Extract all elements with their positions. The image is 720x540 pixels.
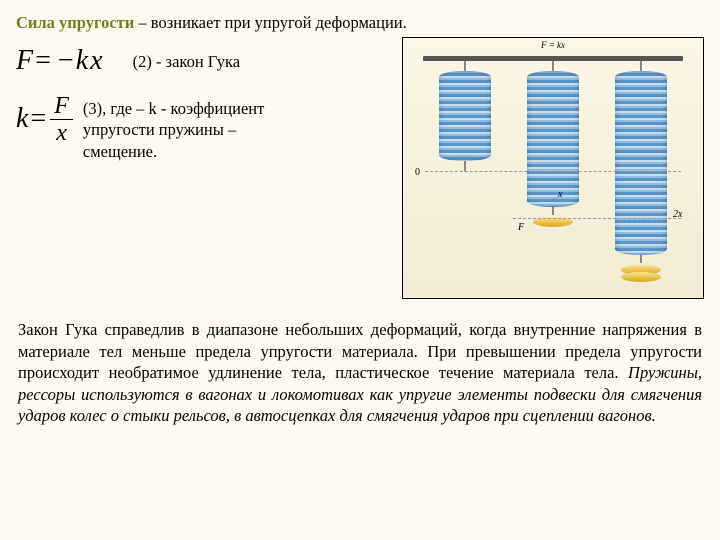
eq1-x: x: [90, 43, 102, 79]
title-rest: – возникает при упругой деформации.: [134, 13, 406, 32]
eq2-lhs: k: [16, 101, 28, 137]
equation-1: F = − kx: [16, 43, 103, 79]
diagram-dash-x: [513, 218, 681, 219]
spring-2-coils: [527, 71, 579, 207]
diagram-F: F: [518, 221, 524, 234]
eq2-den: x: [50, 119, 73, 145]
equation-2-row: k = F x (3), где – k - коэффициент упруг…: [16, 94, 394, 162]
spring-2: [527, 61, 579, 227]
spring-1-rod: [464, 61, 466, 71]
equation-2: k = F x: [16, 94, 75, 145]
spring-3-weight2: [621, 272, 661, 282]
equation-1-label: (2) - закон Гука: [133, 51, 240, 72]
spring-3-coils: [615, 71, 667, 255]
eq2-desc-l1: (3), где – k - коэффициент: [83, 98, 264, 119]
diagram-2x: 2x: [673, 208, 682, 221]
equation-2-desc: (3), где – k - коэффициент упругости пру…: [83, 94, 264, 162]
spring-3-rod2: [640, 255, 642, 263]
eq1-lhs: F: [16, 43, 33, 79]
eq2-desc-l3: смещение.: [83, 141, 264, 162]
diagram-bar-label: F = kx: [541, 40, 565, 52]
left-column: F = − kx (2) - закон Гука k = F x (3), г…: [16, 37, 394, 299]
top-row: F = − kx (2) - закон Гука k = F x (3), г…: [16, 37, 704, 299]
para-plain: Закон Гука справедлив в диапазоне неболь…: [18, 320, 702, 382]
equation-1-row: F = − kx (2) - закон Гука: [16, 43, 394, 79]
spring-2-rod2: [552, 207, 554, 215]
eq2-num: F: [48, 94, 75, 119]
eq2-desc-l2: упругости пружины –: [83, 119, 264, 140]
eq1-eq: = −: [35, 43, 74, 79]
spring-diagram: F = kx 0 x F 2x: [402, 37, 704, 299]
fraction: F x: [48, 94, 75, 145]
diagram-x: x: [558, 188, 562, 201]
diagram-zero: 0: [415, 166, 420, 179]
title-line: Сила упругости – возникает при упругой д…: [16, 12, 704, 33]
spring-1: [439, 61, 491, 171]
spring-3-rod: [640, 61, 642, 71]
spring-1-rod2: [464, 161, 466, 171]
term: Сила упругости: [16, 13, 134, 32]
eq1-k: k: [76, 43, 88, 79]
eq2-eq: =: [30, 101, 46, 137]
paragraph: Закон Гука справедлив в диапазоне неболь…: [16, 319, 704, 426]
diagram-dash-0: [425, 171, 681, 172]
spring-2-rod: [552, 61, 554, 71]
spring-1-coils: [439, 71, 491, 161]
